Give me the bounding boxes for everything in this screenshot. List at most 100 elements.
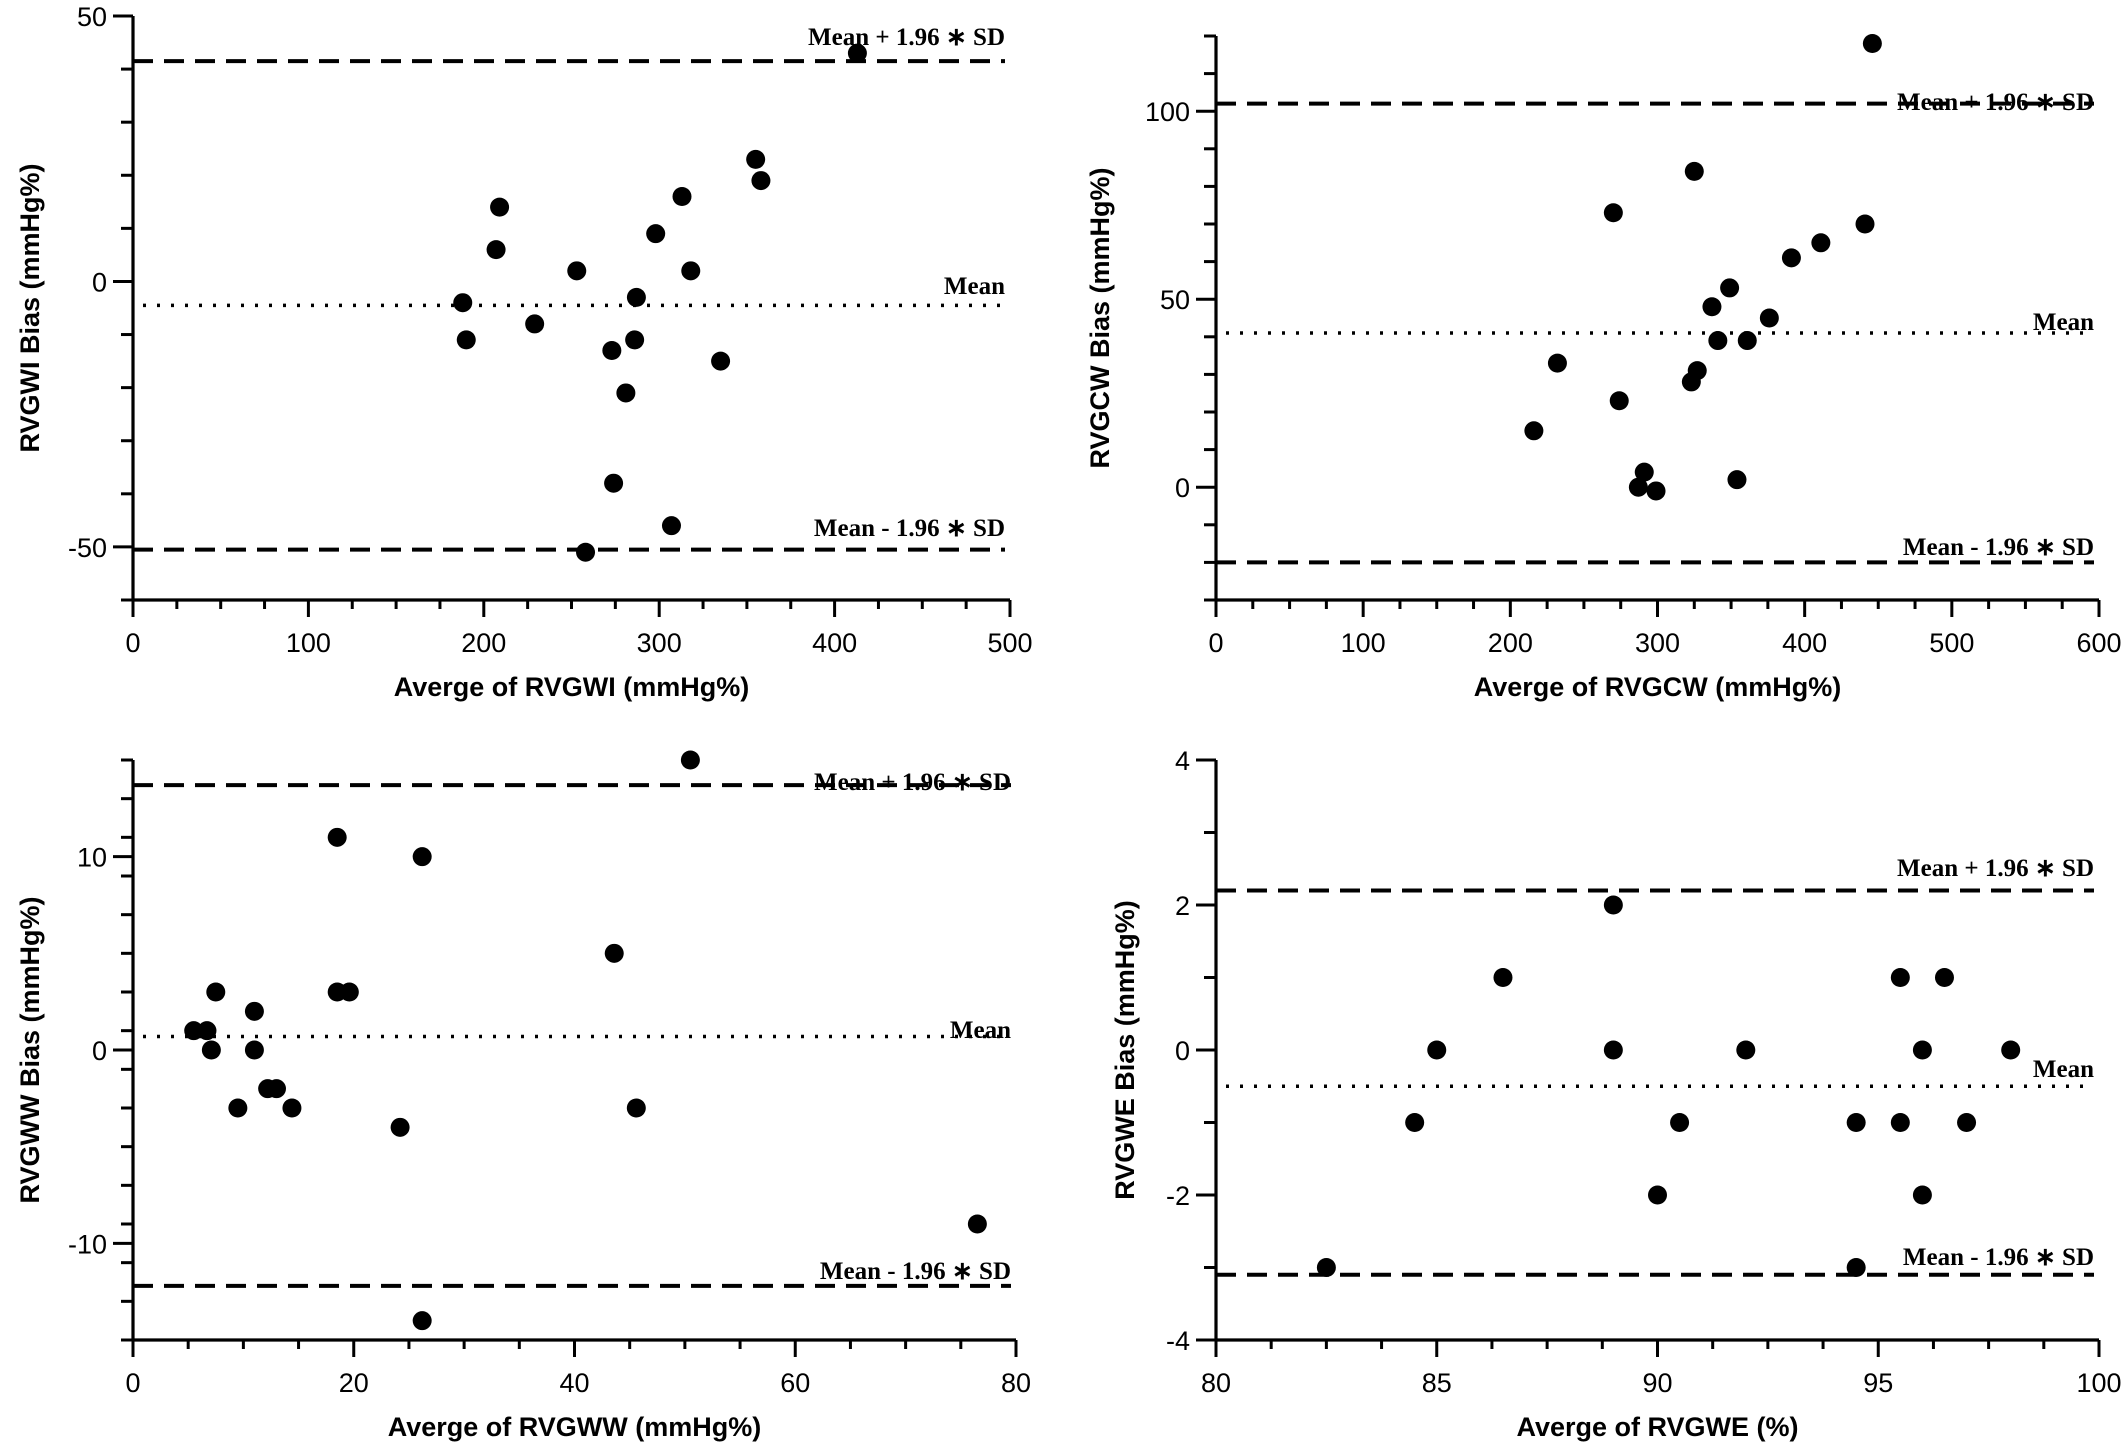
data-point: [1702, 297, 1722, 317]
x-tick-label: 100: [2076, 1368, 2121, 1398]
data-point: [1603, 203, 1623, 223]
y-axis-title: RVGCW Bias (mmHg%): [1085, 167, 1115, 468]
data-point: [626, 1098, 646, 1118]
upper-limit-label: Mean + 1.96 ∗ SD: [808, 24, 1005, 51]
data-point: [201, 1040, 221, 1060]
data-point: [1547, 353, 1567, 373]
data-point: [1648, 1185, 1667, 1205]
data-point: [1759, 308, 1779, 328]
data-point: [711, 351, 731, 371]
data-point: [1890, 968, 1910, 987]
lower-limit-label: Mean - 1.96 ∗ SD: [814, 515, 1005, 542]
data-point: [604, 473, 624, 493]
data-point: [1603, 895, 1623, 915]
mean-label: Mean: [2033, 309, 2094, 336]
data-point: [1912, 1185, 1932, 1205]
data-point: [1628, 477, 1648, 497]
x-tick-label: 100: [286, 628, 331, 658]
data-point: [327, 827, 347, 847]
y-tick-label: 0: [1175, 473, 1190, 503]
y-tick-label: 0: [92, 1036, 107, 1066]
y-axis-title: RVGWI Bias (mmHg%): [15, 163, 45, 452]
data-point: [486, 240, 506, 260]
x-tick-label: 80: [1201, 1368, 1231, 1398]
x-tick-label: 0: [1208, 628, 1223, 658]
data-point: [616, 383, 636, 403]
lower-limit-label: Mean - 1.96 ∗ SD: [1903, 1244, 2094, 1271]
y-tick-label: 50: [1160, 285, 1190, 315]
data-point: [1670, 1113, 1690, 1132]
upper-limit-label: Mean + 1.96 ∗ SD: [1897, 89, 2094, 116]
data-point: [1811, 233, 1831, 253]
y-tick-label: 2: [1175, 891, 1190, 921]
data-point: [604, 943, 624, 963]
x-tick-label: 0: [125, 1368, 140, 1398]
data-point: [228, 1098, 248, 1118]
data-point: [680, 750, 700, 770]
upper-limit-label: Mean + 1.96 ∗ SD: [814, 769, 1011, 796]
mean-label: Mean: [2033, 1056, 2094, 1083]
data-point: [266, 1079, 286, 1099]
data-point: [1727, 470, 1747, 490]
y-tick-label: 0: [92, 267, 107, 297]
x-tick-label: 500: [1929, 628, 1974, 658]
data-point: [453, 293, 473, 313]
data-point: [197, 1021, 217, 1041]
x-tick-label: 300: [1635, 628, 1680, 658]
x-tick-label: 95: [1863, 1368, 1893, 1398]
x-tick-label: 300: [637, 628, 682, 658]
data-point: [1316, 1258, 1336, 1277]
data-point: [1846, 1113, 1866, 1132]
data-point: [746, 149, 766, 169]
data-point: [602, 340, 622, 360]
y-tick-label: 4: [1175, 746, 1190, 776]
data-point: [626, 287, 646, 307]
data-point: [661, 516, 681, 536]
data-point: [646, 224, 666, 244]
data-point: [1912, 1040, 1932, 1060]
x-axis-title: Averge of RVGWI (mmHg%): [394, 672, 750, 702]
y-tick-label: 100: [1145, 97, 1190, 127]
data-point: [244, 1001, 264, 1021]
data-point: [751, 171, 771, 191]
data-point: [1781, 248, 1801, 268]
data-point: [847, 43, 867, 63]
data-point: [1634, 462, 1654, 482]
x-tick-label: 400: [1782, 628, 1827, 658]
data-point: [1524, 421, 1544, 441]
y-tick-label: -2: [1166, 1181, 1190, 1211]
data-point: [1736, 1040, 1756, 1060]
data-point: [1720, 278, 1740, 298]
x-tick-label: 0: [125, 628, 140, 658]
data-point: [339, 982, 359, 1002]
bland-altman-plot-3: 0 20 40 60 80 -10 0 10 Averge of RVGWW (mmHg%) RV…: [15, 750, 1031, 1442]
data-point: [1737, 331, 1757, 351]
data-point: [681, 261, 701, 281]
x-tick-label: 500: [987, 628, 1032, 658]
data-point: [1846, 1258, 1866, 1277]
data-point: [1862, 34, 1882, 54]
data-point: [1684, 161, 1704, 181]
data-point: [1405, 1113, 1425, 1132]
x-tick-label: 85: [1422, 1368, 1452, 1398]
data-point: [184, 1021, 204, 1041]
upper-limit-label: Mean + 1.96 ∗ SD: [1897, 855, 2094, 882]
bland-altman-plot-4: 80 85 90 95 100 -4 -2 0 2 4 Averge of RVGWE (%) RVG…: [1110, 746, 2122, 1442]
x-tick-label: 200: [1488, 628, 1533, 658]
data-point: [567, 261, 587, 281]
lower-limit-label: Mean - 1.96 ∗ SD: [1903, 534, 2094, 561]
data-point: [1609, 391, 1629, 411]
x-axis-title: Averge of RVGCW (mmHg%): [1474, 672, 1842, 702]
x-axis-title: Averge of RVGWW (mmHg%): [388, 1412, 762, 1442]
data-point: [1934, 968, 1954, 987]
y-tick-label: 50: [77, 2, 107, 32]
data-point: [967, 1214, 987, 1234]
data-point: [576, 542, 596, 562]
x-tick-label: 100: [1341, 628, 1386, 658]
data-point: [412, 847, 432, 867]
data-point: [672, 187, 692, 207]
data-point: [282, 1098, 302, 1118]
y-tick-label: -4: [1166, 1326, 1190, 1356]
x-tick-label: 20: [339, 1368, 369, 1398]
